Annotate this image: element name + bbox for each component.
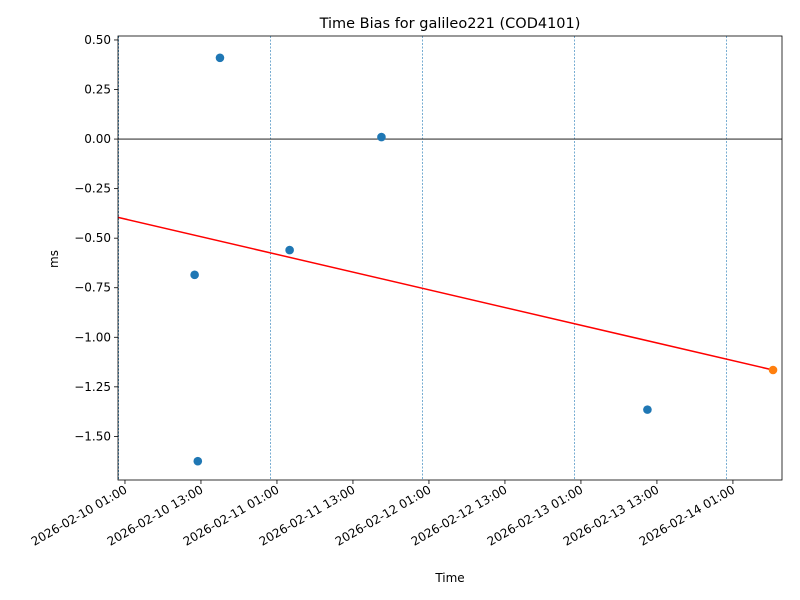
data-point <box>768 365 778 375</box>
y-tick-label: −0.25 <box>74 182 111 196</box>
plot-area <box>117 36 782 480</box>
trend-line <box>117 216 774 371</box>
data-point <box>190 270 199 280</box>
chart-title: Time Bias for galileo221 (COD4101) <box>319 16 581 32</box>
y-tick-label: 0.25 <box>84 83 111 97</box>
y-tick-label: −1.00 <box>74 330 111 344</box>
y-tick-label: −1.25 <box>74 380 111 394</box>
x-axis-label: Time <box>434 571 464 585</box>
data-point <box>215 53 225 63</box>
y-axis-label: ms <box>47 250 61 268</box>
plot-frame <box>117 35 783 481</box>
data-point <box>193 456 203 466</box>
y-tick-label: 0.50 <box>84 33 111 47</box>
y-tick-label: −0.50 <box>74 231 111 245</box>
data-point <box>377 132 386 142</box>
y-tick-label: 0.00 <box>84 132 111 146</box>
y-tick-label: −1.50 <box>74 429 111 443</box>
data-point <box>285 245 294 255</box>
y-tick-label: −0.75 <box>74 281 111 295</box>
data-point <box>643 405 652 414</box>
